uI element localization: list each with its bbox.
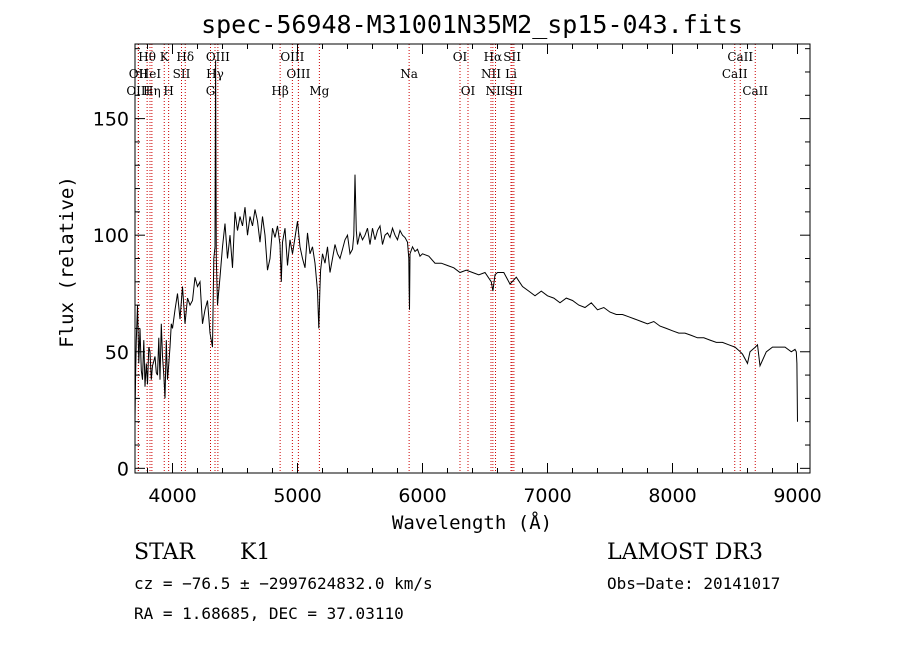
coordinates-text: RA = 1.68685, DEC = 37.03110 [134,604,404,623]
y-tick-label: 0 [117,458,129,480]
redshift-text: cz = −76.5 ± −2997624832.0 km/s [134,574,433,593]
line-label: SII [505,84,523,98]
line-label: Hα [484,50,503,64]
line-label: CaII [722,67,748,81]
line-label: H [163,84,173,98]
line-label: Hδ [176,50,194,64]
line-label: HeI [139,67,162,81]
line-label: OI [461,84,476,98]
line-label: K [160,50,170,64]
x-tick-label: 7000 [523,485,571,507]
line-label: OIII [280,50,304,64]
line-label: Li [505,67,517,81]
line-label: Hγ [206,67,224,81]
line-label: OIII [286,67,310,81]
x-tick-label: 8000 [648,485,696,507]
line-label: NII [481,67,501,81]
line-label: CaII [742,84,768,98]
x-axis-label: Wavelength (Å) [392,511,552,534]
line-label: Na [400,67,418,81]
x-tick-label: 4000 [148,485,196,507]
line-label: OIII [126,84,150,98]
line-markers [137,44,756,473]
line-label: G [206,84,216,98]
plot-frame [134,43,811,474]
x-tick-label: 6000 [398,485,446,507]
line-label: Mg [309,84,329,98]
line-label: CaII [727,50,753,64]
y-tick-label: 150 [93,109,129,131]
line-label: SII [173,67,191,81]
y-tick-label: 100 [93,225,129,247]
line-label: OIII [206,50,230,64]
line-label: OII [129,67,149,81]
axis-ticks: 4000 5000 6000 7000 8000 9000 0 50 100 150 [93,44,822,507]
survey-label: LAMOST DR3 [607,540,763,565]
line-label: NII [486,84,506,98]
line-label: Hθ [138,50,156,64]
chart-title: spec-56948-M31001N35M2_sp15-043.fits [201,10,743,39]
x-tick-label: 9000 [773,485,821,507]
y-tick-label: 50 [105,342,129,364]
line-label: SII [503,50,521,64]
obs-date-text: Obs−Date: 20141017 [607,574,781,593]
line-label: Hη [143,84,161,98]
spectrum-series [134,60,798,422]
classification-label: STAR [134,540,195,565]
line-label: Hβ [271,84,288,98]
x-tick-label: 5000 [273,485,321,507]
subclass-label: K1 [240,540,271,565]
y-axis-label: Flux (relative) [56,176,78,348]
line-label: OI [453,50,468,64]
spectrum-line [134,60,798,422]
